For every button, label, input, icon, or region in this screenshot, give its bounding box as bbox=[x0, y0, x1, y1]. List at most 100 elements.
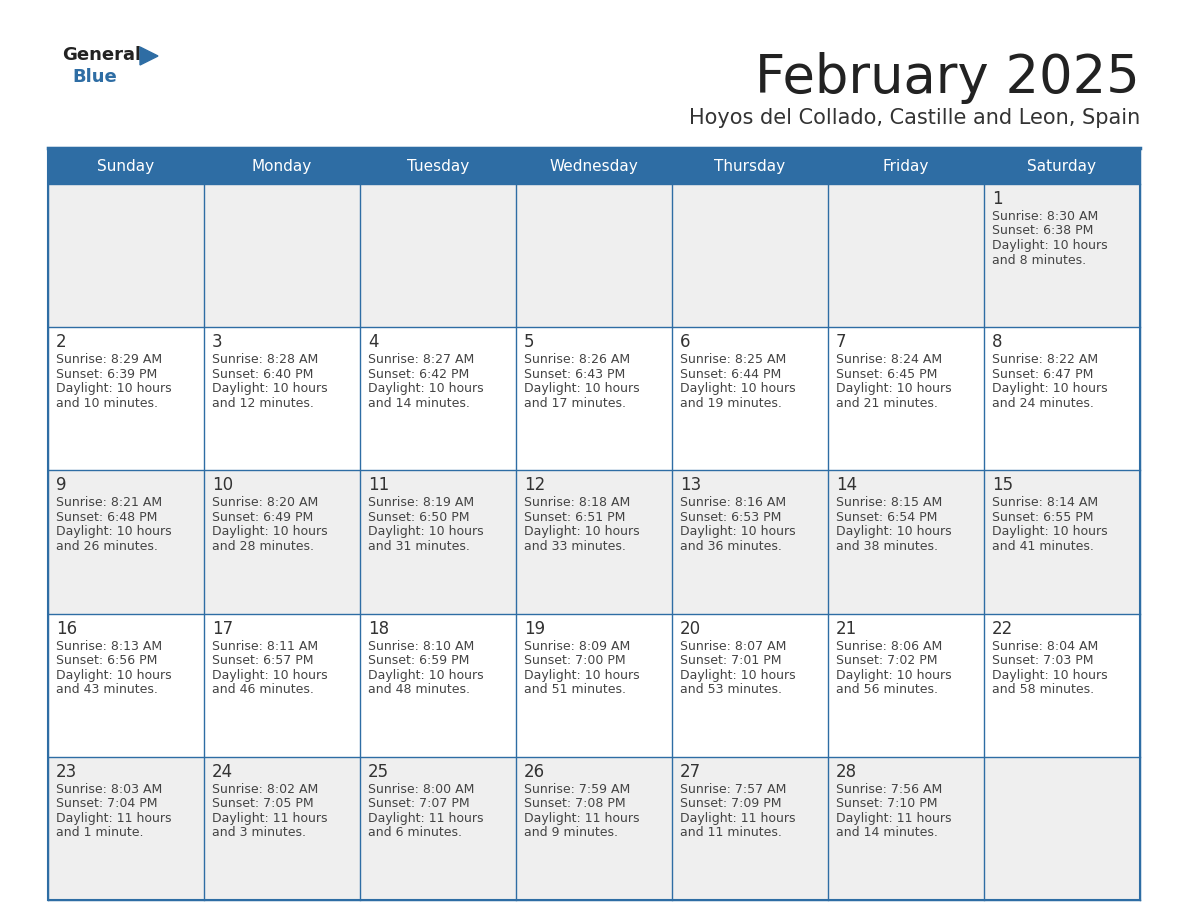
Text: and 53 minutes.: and 53 minutes. bbox=[680, 683, 782, 696]
Text: 8: 8 bbox=[992, 333, 1003, 352]
Text: Sunrise: 8:11 AM: Sunrise: 8:11 AM bbox=[211, 640, 318, 653]
Text: Daylight: 10 hours: Daylight: 10 hours bbox=[368, 668, 484, 681]
Text: Sunset: 6:42 PM: Sunset: 6:42 PM bbox=[368, 368, 469, 381]
Text: Daylight: 10 hours: Daylight: 10 hours bbox=[211, 382, 328, 396]
Text: and 11 minutes.: and 11 minutes. bbox=[680, 826, 782, 839]
Text: and 14 minutes.: and 14 minutes. bbox=[836, 826, 937, 839]
Text: 24: 24 bbox=[211, 763, 233, 781]
Text: 20: 20 bbox=[680, 620, 701, 638]
Text: Sunset: 6:48 PM: Sunset: 6:48 PM bbox=[56, 511, 157, 524]
Bar bbox=[360, 184, 516, 327]
Text: Sunset: 7:10 PM: Sunset: 7:10 PM bbox=[836, 798, 937, 811]
Text: Daylight: 10 hours: Daylight: 10 hours bbox=[368, 382, 484, 396]
Text: Sunrise: 8:06 AM: Sunrise: 8:06 AM bbox=[836, 640, 942, 653]
Text: Daylight: 10 hours: Daylight: 10 hours bbox=[211, 525, 328, 538]
Text: and 12 minutes.: and 12 minutes. bbox=[211, 397, 314, 409]
Text: Sunset: 7:08 PM: Sunset: 7:08 PM bbox=[524, 798, 626, 811]
Text: Sunset: 6:44 PM: Sunset: 6:44 PM bbox=[680, 368, 782, 381]
Text: Sunrise: 8:04 AM: Sunrise: 8:04 AM bbox=[992, 640, 1098, 653]
Text: Sunset: 7:07 PM: Sunset: 7:07 PM bbox=[368, 798, 469, 811]
Text: Daylight: 10 hours: Daylight: 10 hours bbox=[56, 668, 171, 681]
Text: Sunrise: 8:07 AM: Sunrise: 8:07 AM bbox=[680, 640, 786, 653]
Text: Daylight: 10 hours: Daylight: 10 hours bbox=[368, 525, 484, 538]
Text: 1: 1 bbox=[992, 190, 1003, 208]
Text: Daylight: 11 hours: Daylight: 11 hours bbox=[56, 812, 171, 824]
Bar bbox=[516, 470, 672, 613]
Text: Sunset: 6:45 PM: Sunset: 6:45 PM bbox=[836, 368, 937, 381]
Bar bbox=[48, 148, 1140, 184]
Text: Sunrise: 8:10 AM: Sunrise: 8:10 AM bbox=[368, 640, 474, 653]
Text: Sunrise: 8:03 AM: Sunrise: 8:03 AM bbox=[56, 783, 163, 796]
Text: 11: 11 bbox=[368, 476, 390, 495]
Bar bbox=[516, 327, 672, 470]
Text: Sunrise: 8:30 AM: Sunrise: 8:30 AM bbox=[992, 210, 1098, 223]
Text: Daylight: 11 hours: Daylight: 11 hours bbox=[680, 812, 796, 824]
Text: Wednesday: Wednesday bbox=[550, 159, 638, 174]
Text: Daylight: 10 hours: Daylight: 10 hours bbox=[524, 382, 639, 396]
Text: Sunset: 7:03 PM: Sunset: 7:03 PM bbox=[992, 655, 1093, 667]
Polygon shape bbox=[140, 47, 158, 65]
Text: Sunrise: 8:14 AM: Sunrise: 8:14 AM bbox=[992, 497, 1098, 509]
Text: 26: 26 bbox=[524, 763, 545, 781]
Text: Sunrise: 8:13 AM: Sunrise: 8:13 AM bbox=[56, 640, 162, 653]
Text: Sunset: 6:54 PM: Sunset: 6:54 PM bbox=[836, 511, 937, 524]
Text: Sunset: 7:04 PM: Sunset: 7:04 PM bbox=[56, 798, 158, 811]
Text: Sunrise: 8:24 AM: Sunrise: 8:24 AM bbox=[836, 353, 942, 366]
Text: Sunset: 7:09 PM: Sunset: 7:09 PM bbox=[680, 798, 782, 811]
Text: and 17 minutes.: and 17 minutes. bbox=[524, 397, 626, 409]
Text: and 46 minutes.: and 46 minutes. bbox=[211, 683, 314, 696]
Text: Tuesday: Tuesday bbox=[406, 159, 469, 174]
Text: Blue: Blue bbox=[72, 68, 116, 86]
Text: 14: 14 bbox=[836, 476, 857, 495]
Text: General: General bbox=[62, 46, 141, 64]
Text: Sunrise: 8:25 AM: Sunrise: 8:25 AM bbox=[680, 353, 786, 366]
Text: 4: 4 bbox=[368, 333, 379, 352]
Text: 13: 13 bbox=[680, 476, 701, 495]
Text: and 14 minutes.: and 14 minutes. bbox=[368, 397, 470, 409]
Text: Sunset: 6:39 PM: Sunset: 6:39 PM bbox=[56, 368, 157, 381]
Text: Sunrise: 8:27 AM: Sunrise: 8:27 AM bbox=[368, 353, 474, 366]
Text: Daylight: 10 hours: Daylight: 10 hours bbox=[524, 525, 639, 538]
Text: Sunrise: 7:56 AM: Sunrise: 7:56 AM bbox=[836, 783, 942, 796]
Bar bbox=[204, 184, 360, 327]
Text: Sunrise: 8:26 AM: Sunrise: 8:26 AM bbox=[524, 353, 630, 366]
Bar bbox=[360, 613, 516, 756]
Bar bbox=[984, 613, 1140, 756]
Bar bbox=[828, 327, 984, 470]
Text: Daylight: 10 hours: Daylight: 10 hours bbox=[992, 525, 1107, 538]
Text: Sunset: 6:49 PM: Sunset: 6:49 PM bbox=[211, 511, 314, 524]
Text: Sunrise: 8:00 AM: Sunrise: 8:00 AM bbox=[368, 783, 474, 796]
Bar bbox=[984, 184, 1140, 327]
Bar bbox=[672, 184, 828, 327]
Text: 23: 23 bbox=[56, 763, 77, 781]
Bar bbox=[516, 184, 672, 327]
Text: and 56 minutes.: and 56 minutes. bbox=[836, 683, 939, 696]
Text: 27: 27 bbox=[680, 763, 701, 781]
Text: 9: 9 bbox=[56, 476, 67, 495]
Text: Sunset: 6:38 PM: Sunset: 6:38 PM bbox=[992, 225, 1093, 238]
Bar bbox=[48, 756, 204, 900]
Text: Daylight: 11 hours: Daylight: 11 hours bbox=[368, 812, 484, 824]
Text: and 19 minutes.: and 19 minutes. bbox=[680, 397, 782, 409]
Text: Sunset: 6:40 PM: Sunset: 6:40 PM bbox=[211, 368, 314, 381]
Text: 6: 6 bbox=[680, 333, 690, 352]
Bar bbox=[516, 756, 672, 900]
Text: Daylight: 10 hours: Daylight: 10 hours bbox=[836, 382, 952, 396]
Text: and 33 minutes.: and 33 minutes. bbox=[524, 540, 626, 553]
Bar bbox=[984, 756, 1140, 900]
Text: and 41 minutes.: and 41 minutes. bbox=[992, 540, 1094, 553]
Text: Daylight: 10 hours: Daylight: 10 hours bbox=[836, 525, 952, 538]
Text: and 1 minute.: and 1 minute. bbox=[56, 826, 144, 839]
Text: Sunset: 6:55 PM: Sunset: 6:55 PM bbox=[992, 511, 1093, 524]
Bar bbox=[360, 470, 516, 613]
Text: Daylight: 10 hours: Daylight: 10 hours bbox=[992, 668, 1107, 681]
Text: and 10 minutes.: and 10 minutes. bbox=[56, 397, 158, 409]
Text: and 43 minutes.: and 43 minutes. bbox=[56, 683, 158, 696]
Bar bbox=[672, 756, 828, 900]
Text: and 38 minutes.: and 38 minutes. bbox=[836, 540, 939, 553]
Text: Sunday: Sunday bbox=[97, 159, 154, 174]
Text: and 9 minutes.: and 9 minutes. bbox=[524, 826, 618, 839]
Bar bbox=[672, 327, 828, 470]
Text: Sunset: 7:01 PM: Sunset: 7:01 PM bbox=[680, 655, 782, 667]
Text: Sunset: 7:05 PM: Sunset: 7:05 PM bbox=[211, 798, 314, 811]
